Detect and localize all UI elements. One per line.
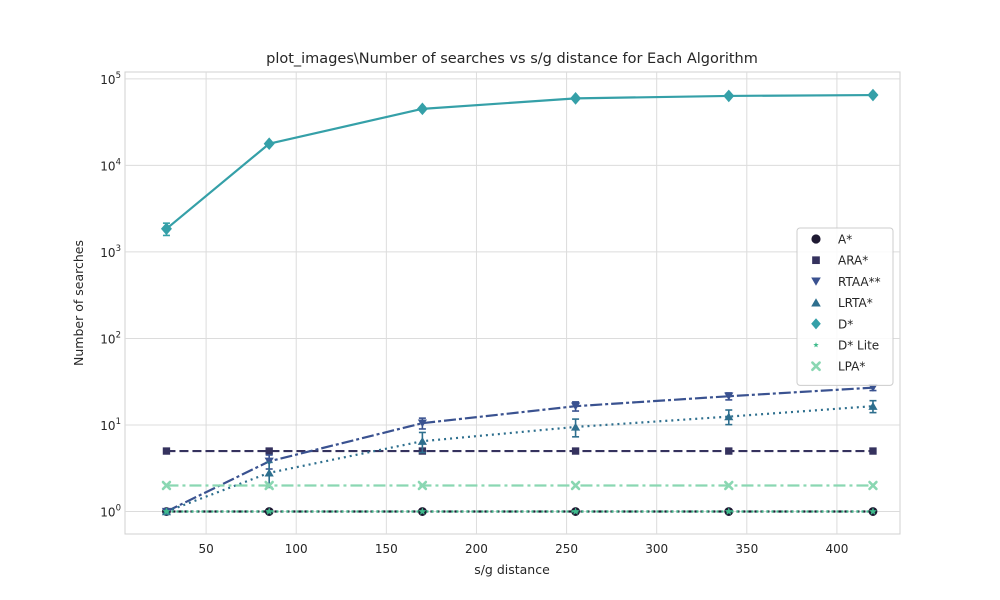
legend-label: RTAA** (838, 275, 881, 289)
y-tick-label: 102 (100, 330, 121, 346)
legend-label: D* Lite (838, 339, 879, 353)
x-tick-label: 400 (825, 542, 848, 556)
y-axis-ticks: 100 101 102 103 104 105 (100, 71, 121, 520)
data-point (417, 480, 428, 491)
data-point (570, 402, 581, 411)
plot-area (124, 71, 901, 535)
x-tick-label: 100 (285, 542, 308, 556)
x-tick-label: 300 (645, 542, 668, 556)
data-point (263, 137, 275, 151)
series-d-star-lite (162, 507, 877, 515)
x-tick-label: 350 (735, 542, 758, 556)
data-point (162, 447, 171, 455)
data-point (416, 102, 428, 116)
data-point (162, 507, 171, 515)
data-point (868, 383, 878, 392)
data-point (417, 437, 427, 445)
x-axis-title: s/g distance (474, 562, 550, 577)
data-point (867, 88, 879, 102)
data-point (265, 447, 273, 455)
legend-marker (813, 342, 819, 348)
legend-label: D* (838, 317, 853, 331)
y-tick-label: 103 (100, 244, 121, 260)
data-point (724, 507, 733, 515)
y-tick-label: 105 (100, 71, 121, 87)
data-point (724, 392, 734, 401)
data-point (724, 412, 734, 421)
data-point (724, 480, 734, 491)
data-point (264, 468, 274, 477)
legend-marker (811, 234, 821, 244)
legend-marker (811, 298, 821, 307)
data-point (160, 222, 172, 236)
data-point (725, 447, 733, 455)
x-tick-label: 50 (198, 542, 213, 556)
legend-label: ARA* (838, 254, 868, 268)
x-tick-label: 200 (465, 542, 488, 556)
data-point (265, 507, 274, 515)
series-d-star (160, 88, 879, 237)
x-tick-label: 150 (375, 542, 398, 556)
legend-box (796, 227, 894, 386)
grid (125, 72, 900, 534)
data-point (161, 480, 172, 491)
legend-entry: ARA* (812, 254, 868, 268)
data-point (571, 447, 580, 455)
series-layer (160, 88, 879, 516)
y-tick-label: 101 (100, 417, 121, 433)
legend-marker (811, 277, 821, 286)
data-point (868, 402, 878, 410)
y-tick-label: 104 (100, 157, 121, 173)
data-point (868, 480, 878, 491)
chart-title: plot_images\Number of searches vs s/g di… (266, 51, 758, 67)
series-line-d-star (165, 93, 873, 230)
legend-marker (811, 361, 821, 372)
legend-entry: LPA* (811, 360, 865, 374)
data-point (723, 89, 735, 103)
legend-entry: RTAA** (811, 275, 881, 289)
series-lpa-star (161, 480, 878, 491)
series-line-rtaa-star-star (165, 386, 874, 513)
data-point (264, 480, 274, 491)
x-tick-label: 250 (555, 542, 578, 556)
legend-entry: A* (811, 233, 852, 247)
data-point (570, 480, 581, 491)
legend-marker (812, 256, 820, 265)
data-point (570, 92, 582, 105)
data-point (869, 507, 877, 515)
data-point (570, 422, 581, 431)
data-point (417, 419, 427, 428)
legend: A* ARA* RTAA** LRTA* D* D* Lite LPA* (796, 227, 894, 386)
legend-label: A* (838, 233, 852, 247)
series-line-lrta-star (166, 405, 874, 513)
data-point (869, 447, 877, 455)
y-tick-label: 100 (100, 504, 121, 520)
data-point (571, 507, 580, 515)
legend-entry: D* Lite (813, 339, 879, 353)
x-axis-ticks: 50 100 150 200 250 300 350 400 (198, 542, 848, 556)
legend-entry: D* (811, 317, 853, 331)
legend-marker (811, 318, 821, 330)
legend-label: LPA* (838, 360, 865, 374)
legend-entry: LRTA* (811, 296, 873, 310)
legend-label: LRTA* (838, 296, 873, 310)
data-point (418, 507, 427, 515)
y-axis-title: Number of searches (71, 240, 86, 366)
